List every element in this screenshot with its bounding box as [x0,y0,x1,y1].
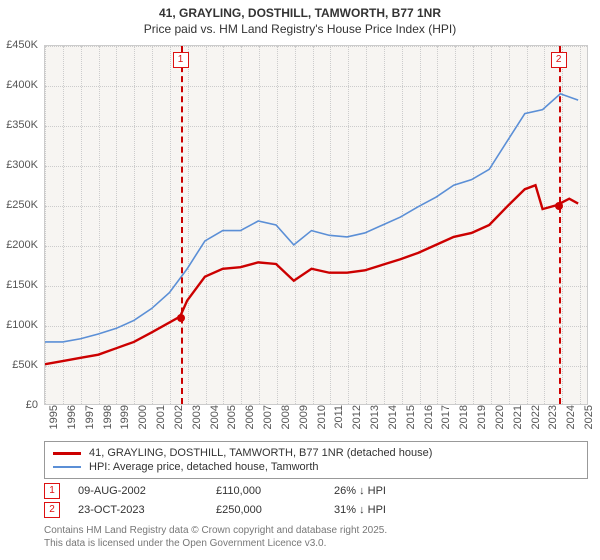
transaction-row: 2 23-OCT-2023 £250,000 31% ↓ HPI [44,502,588,518]
x-axis-tick: 2008 [276,405,292,429]
x-axis-tick: 2000 [133,405,149,429]
y-axis-tick: £400K [6,79,44,91]
x-axis-tick: 1995 [44,405,60,429]
x-axis-tick: 2020 [490,405,506,429]
legend-label: HPI: Average price, detached house, Tamw… [89,461,319,473]
x-axis-tick: 2013 [365,405,381,429]
x-axis-tick: 2023 [543,405,559,429]
x-axis-tick: 2002 [169,405,185,429]
x-axis-tick: 2025 [579,405,595,429]
footer-licence: This data is licensed under the Open Gov… [44,537,588,550]
x-axis-tick: 2004 [205,405,221,429]
x-axis-tick: 1996 [62,405,78,429]
legend-label: 41, GRAYLING, DOSTHILL, TAMWORTH, B77 1N… [89,447,432,459]
x-axis-tick: 2015 [401,405,417,429]
transaction-marker: 1 [44,483,60,499]
x-axis-tick: 2009 [294,405,310,429]
marker-label-2: 2 [551,52,567,68]
x-axis-tick: 2001 [151,405,167,429]
transaction-row: 1 09-AUG-2002 £110,000 26% ↓ HPI [44,483,588,499]
chart-subtitle: Price paid vs. HM Land Registry's House … [4,22,596,38]
chart-title-block: 41, GRAYLING, DOSTHILL, TAMWORTH, B77 1N… [0,0,600,39]
plot-area: 12 [44,45,588,405]
footer-copyright: Contains HM Land Registry data © Crown c… [44,524,588,537]
transaction-marker: 2 [44,502,60,518]
legend-item: 41, GRAYLING, DOSTHILL, TAMWORTH, B77 1N… [53,446,579,460]
transaction-price: £110,000 [216,485,316,497]
series-hpi [45,94,578,342]
x-axis-tick: 1998 [98,405,114,429]
y-axis-tick: £450K [6,39,44,51]
x-axis-tick: 2011 [329,405,345,429]
x-axis-tick: 2010 [312,405,328,429]
marker-label-1: 1 [173,52,189,68]
y-axis-tick: £0 [26,399,44,411]
y-axis-tick: £100K [6,319,44,331]
transaction-delta: 26% ↓ HPI [334,485,386,497]
marker-dot-2 [555,202,563,210]
legend: 41, GRAYLING, DOSTHILL, TAMWORTH, B77 1N… [44,441,588,479]
x-axis-tick: 2014 [383,405,399,429]
chart-lines [45,46,587,404]
x-axis-tick: 2007 [258,405,274,429]
chart-footer: Contains HM Land Registry data © Crown c… [44,524,588,550]
y-axis-tick: £250K [6,199,44,211]
x-axis-tick: 2018 [454,405,470,429]
chart-title: 41, GRAYLING, DOSTHILL, TAMWORTH, B77 1N… [4,6,596,22]
x-axis-tick: 2003 [187,405,203,429]
x-axis-tick: 2016 [419,405,435,429]
y-axis-tick: £50K [12,359,44,371]
x-axis-tick: 2012 [347,405,363,429]
y-axis-tick: £150K [6,279,44,291]
x-axis-tick: 2005 [222,405,238,429]
y-axis-tick: £300K [6,159,44,171]
y-axis-tick: £350K [6,119,44,131]
transaction-date: 09-AUG-2002 [78,485,198,497]
x-axis-tick: 2022 [526,405,542,429]
x-axis-tick: 2019 [472,405,488,429]
x-axis-tick: 2021 [508,405,524,429]
chart-area: 12 £0£50K£100K£150K£200K£250K£300K£350K£… [44,45,588,433]
x-axis-tick: 2024 [561,405,577,429]
x-axis-tick: 1997 [80,405,96,429]
y-axis-tick: £200K [6,239,44,251]
x-axis-tick: 2006 [240,405,256,429]
transaction-delta: 31% ↓ HPI [334,504,386,516]
x-axis-tick: 2017 [436,405,452,429]
legend-item: HPI: Average price, detached house, Tamw… [53,460,579,474]
x-axis-tick: 1999 [115,405,131,429]
series-price_paid [45,185,578,364]
transaction-price: £250,000 [216,504,316,516]
transaction-date: 23-OCT-2023 [78,504,198,516]
marker-dot-1 [177,314,185,322]
